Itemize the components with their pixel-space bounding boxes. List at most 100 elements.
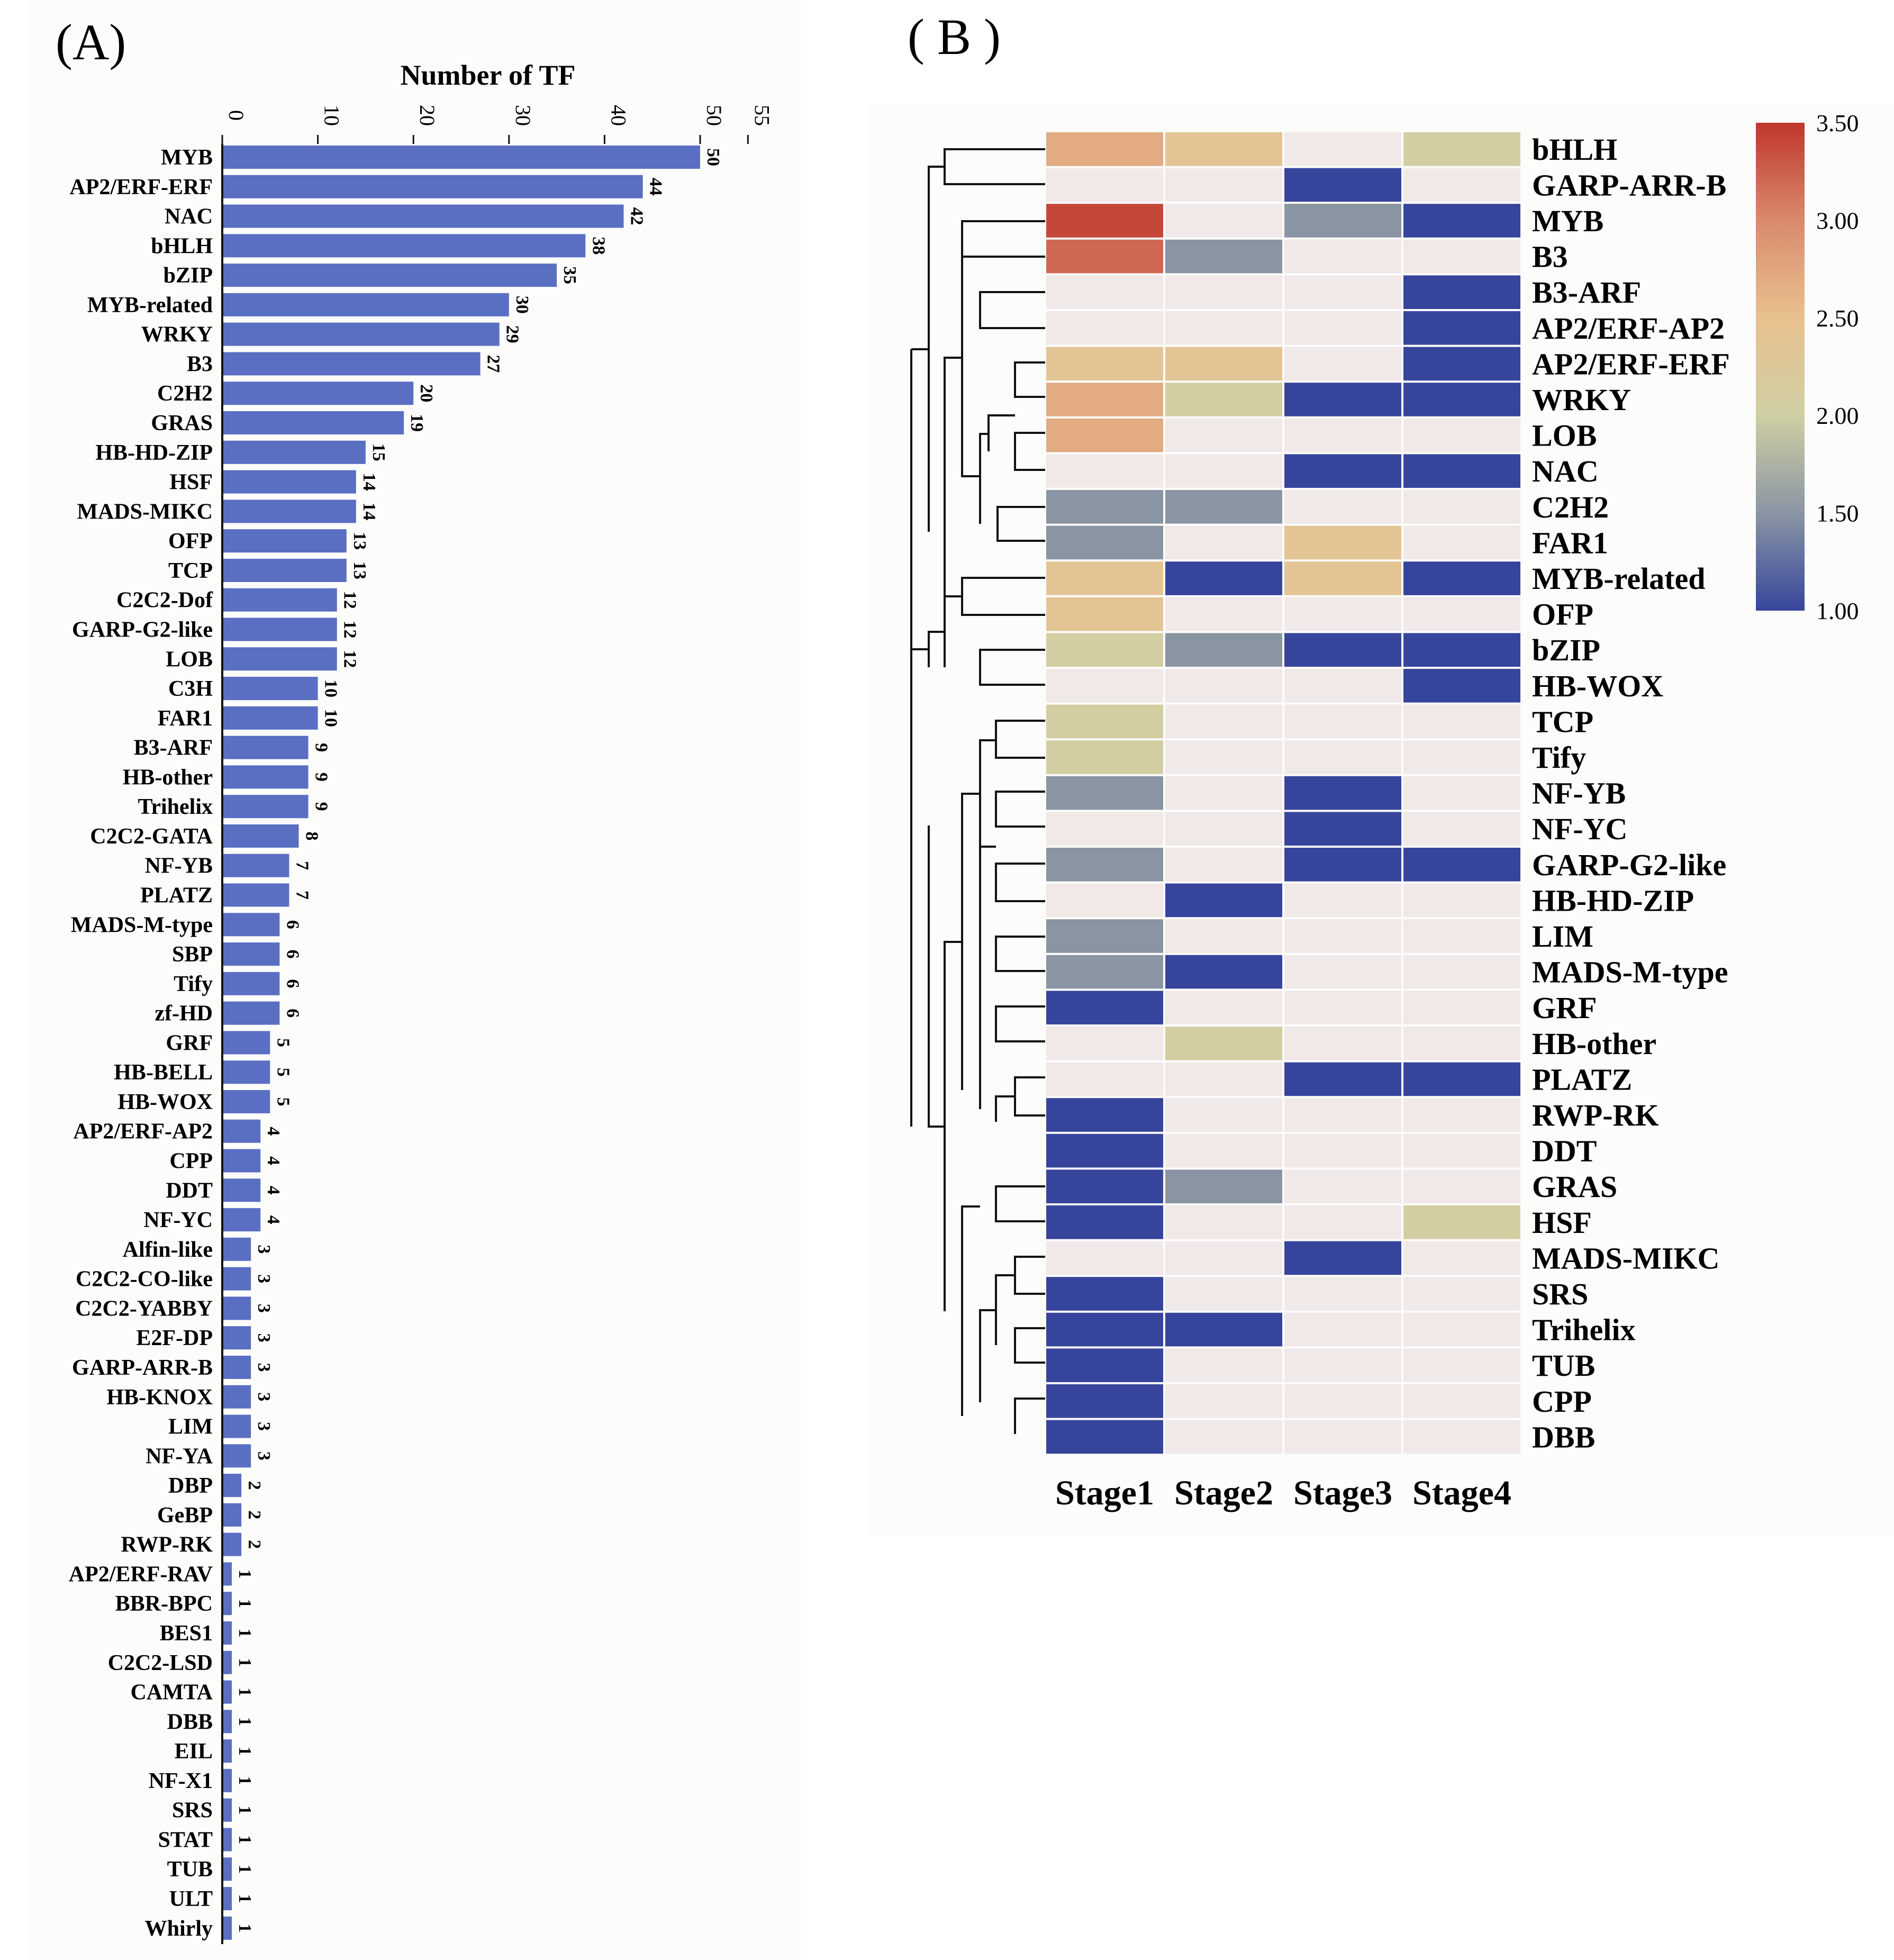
heatmap-row-label: DBB [1532, 1420, 1595, 1454]
bar-value-label: 6 [283, 1009, 302, 1018]
bar [222, 647, 337, 671]
heatmap-row-label: NAC [1532, 454, 1599, 488]
bar-value-label: 1 [235, 1629, 255, 1638]
heatmap-row-label: PLATZ [1532, 1062, 1632, 1096]
bar [222, 1798, 232, 1822]
bar-value-label: 4 [264, 1215, 283, 1224]
dendrogram [910, 148, 1045, 1434]
bar-value-label: 50 [703, 148, 723, 166]
heatmap-cell [1046, 1420, 1163, 1454]
bar-category-label: HSF [169, 470, 213, 495]
heatmap-cell [1403, 418, 1520, 452]
bar-value-label: 6 [283, 950, 302, 959]
heatmap-cell [1165, 490, 1282, 524]
heatmap-cell [1403, 204, 1520, 238]
heatmap-cell [1046, 1062, 1163, 1096]
heatmap-cell [1046, 1277, 1163, 1311]
heatmap-cell [1165, 597, 1282, 631]
heatmap-cell [1284, 740, 1401, 774]
bar-value-label: 3 [254, 1304, 274, 1313]
heatmap-cell [1403, 1384, 1520, 1418]
colorbar-tick-label: 3.50 [1816, 110, 1859, 137]
heatmap-cell [1284, 490, 1401, 524]
bar-tick-label: 50 [702, 105, 726, 126]
bar [222, 824, 299, 848]
bar-value-label: 3 [254, 1451, 274, 1460]
bar-category-label: CPP [169, 1149, 213, 1174]
heatmap-row-label: AP2/ERF-ERF [1532, 347, 1730, 381]
heatmap-cell [1284, 383, 1401, 416]
bar-category-label: ULT [169, 1887, 213, 1911]
heatmap-cell [1284, 204, 1401, 238]
heatmap-cell [1403, 347, 1520, 381]
bar-value-label: 38 [588, 237, 608, 255]
bar [222, 883, 289, 907]
bar-category-label: EIL [175, 1739, 213, 1764]
bar-category-label: FAR1 [158, 706, 213, 731]
bar [222, 677, 318, 701]
heatmap-cell [1046, 418, 1163, 452]
bar-value-label: 29 [503, 325, 522, 343]
heatmap-cell [1165, 347, 1282, 381]
bar [222, 529, 347, 553]
heatmap-cell [1403, 132, 1520, 166]
bar-category-label: NF-YC [143, 1208, 213, 1232]
heatmap-cell [1165, 1348, 1282, 1382]
heatmap-cell [1046, 704, 1163, 739]
heatmap-cell [1403, 168, 1520, 202]
bar-category-label: C2C2-CO-like [76, 1267, 213, 1292]
bar-tick-label: 40 [606, 105, 630, 126]
bar-value-label: 44 [646, 178, 666, 196]
bar [222, 1385, 251, 1409]
bar-category-label: BBR-BPC [115, 1592, 213, 1616]
bar [222, 204, 624, 228]
heatmap-cell [1046, 1348, 1163, 1382]
bar-value-label: 1 [235, 1599, 255, 1608]
bar-category-label: LIM [168, 1415, 213, 1439]
heatmap-cell [1165, 418, 1282, 452]
heatmap-column-label: Stage3 [1293, 1474, 1392, 1512]
heatmap-cell [1403, 1312, 1520, 1347]
bar-category-label: zf-HD [155, 1002, 213, 1026]
heatmap-row-label: OFP [1532, 597, 1593, 632]
bar [222, 1828, 232, 1852]
bar-value-label: 20 [416, 384, 436, 402]
heatmap-cells [1046, 132, 1520, 1454]
bar [222, 1680, 232, 1704]
heatmap-row-label: Trihelix [1532, 1313, 1635, 1347]
heatmap-cell [1165, 168, 1282, 202]
heatmap-cell [1403, 275, 1520, 309]
bar-category-label: B3-ARF [134, 736, 213, 760]
bar-category-label: STAT [158, 1828, 213, 1852]
heatmap-row-label: B3 [1532, 240, 1568, 274]
heatmap-cell [1165, 1062, 1282, 1096]
heatmap-cell [1403, 919, 1520, 953]
bar-category-label: E2F-DP [136, 1326, 213, 1350]
heatmap-cell [1046, 1169, 1163, 1203]
bar-value-labels: 5044423835302927201915141413131212121010… [235, 148, 723, 1932]
heatmap-cell [1403, 561, 1520, 595]
bar-value-label: 19 [407, 414, 427, 432]
bar-category-label: DBB [167, 1710, 213, 1734]
heatmap-cell [1046, 1205, 1163, 1239]
heatmap-cell [1046, 525, 1163, 560]
heatmap-column-label: Stage2 [1174, 1474, 1273, 1512]
heatmap-cell [1403, 848, 1520, 882]
bar-value-label: 4 [264, 1156, 283, 1165]
heatmap-cell [1284, 597, 1401, 631]
heatmap-row-label: FAR1 [1532, 525, 1608, 560]
bar [222, 175, 643, 198]
heatmap-cell [1046, 955, 1163, 989]
heatmap-row-label: HB-other [1532, 1027, 1656, 1061]
bar-tick-label: 30 [511, 105, 535, 126]
heatmap-cell [1046, 1098, 1163, 1132]
bar-category-label: HB-WOX [117, 1090, 213, 1114]
bar-category-label: Alfin-like [123, 1238, 213, 1262]
heatmap-cell [1165, 275, 1282, 309]
heatmap-cell [1046, 669, 1163, 703]
colorbar-tick-label: 2.00 [1816, 402, 1859, 429]
heatmap-cell [1046, 275, 1163, 309]
heatmap-row-label: bHLH [1532, 132, 1617, 167]
bar-value-label: 9 [312, 773, 331, 782]
